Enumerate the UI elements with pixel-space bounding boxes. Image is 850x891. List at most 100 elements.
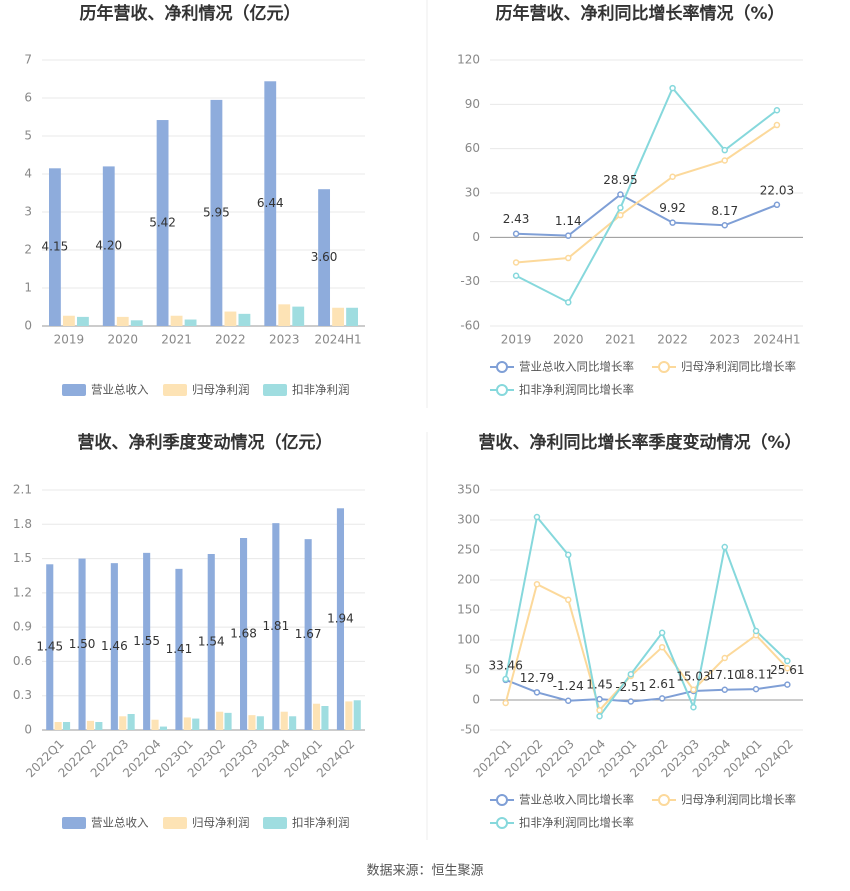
- point: [627, 698, 635, 705]
- point: [502, 675, 509, 683]
- point: [617, 204, 624, 212]
- data-label: 12.79: [520, 671, 554, 685]
- point: [565, 254, 572, 262]
- series-line: [516, 193, 778, 237]
- data-label: 1.45: [586, 678, 613, 692]
- legend-swatch: [658, 794, 670, 806]
- bar: [239, 538, 248, 730]
- bar: [312, 703, 321, 730]
- point: [502, 699, 509, 707]
- point: [533, 513, 541, 521]
- data-label: 1.41: [166, 642, 193, 656]
- point: [721, 686, 728, 693]
- point: [565, 299, 572, 306]
- legend-label: 归母净利润: [192, 816, 250, 830]
- legend-swatch: [62, 817, 86, 829]
- data-label: 1.45: [36, 640, 63, 654]
- x-tick-label: 2022: [657, 333, 688, 347]
- y-tick-label: 1.8: [13, 517, 32, 531]
- legend-swatch: [263, 817, 287, 829]
- legend-label: 归母净利润同比增长率: [681, 793, 796, 807]
- legend-label: 营业总收入同比增长率: [519, 793, 634, 807]
- bar: [272, 523, 280, 730]
- bar: [224, 712, 232, 730]
- bar: [332, 307, 345, 326]
- bar: [54, 722, 62, 730]
- point: [784, 657, 791, 665]
- bar: [119, 716, 127, 730]
- bar: [151, 719, 159, 730]
- bar: [76, 316, 89, 326]
- bar: [62, 722, 71, 730]
- y-tick-label: 200: [457, 573, 480, 587]
- bar: [110, 563, 118, 730]
- bar: [264, 81, 277, 326]
- point: [690, 703, 697, 711]
- series-line: [505, 678, 788, 703]
- chart-title: 历年营收、净利情况（亿元）: [80, 3, 301, 24]
- legend-label: 归母净利润: [192, 383, 250, 397]
- x-tick-label: 2023: [709, 333, 740, 347]
- point: [565, 596, 572, 604]
- data-label: 1.14: [555, 214, 582, 228]
- bar: [116, 316, 129, 326]
- data-label: 1.81: [262, 619, 289, 633]
- data-label: 15.03: [676, 669, 710, 683]
- point: [721, 543, 728, 551]
- chart-title: 营收、净利季度变动情况（亿元）: [78, 432, 333, 453]
- point: [596, 712, 603, 720]
- legend-swatch: [496, 794, 508, 806]
- bar: [321, 706, 329, 730]
- data-label: 18.11: [739, 668, 773, 682]
- data-label: -2.51: [615, 680, 646, 694]
- data-label: 5.42: [149, 216, 176, 230]
- bar: [156, 120, 169, 326]
- point: [565, 232, 572, 239]
- y-tick-label: 3: [24, 205, 32, 219]
- bar: [207, 554, 215, 730]
- bar: [336, 508, 345, 730]
- legend-label: 扣非净利润: [292, 383, 350, 397]
- data-label: 1.67: [295, 627, 322, 641]
- point: [773, 201, 781, 209]
- point: [721, 654, 728, 662]
- data-label: 9.92: [659, 201, 686, 215]
- bar: [102, 166, 115, 326]
- chart-title: 营收、净利同比增长率季度变动情况（%）: [478, 432, 801, 453]
- bar: [183, 717, 191, 730]
- bar: [346, 307, 359, 326]
- legend-swatch: [163, 817, 187, 829]
- bar: [216, 711, 224, 730]
- bar: [130, 320, 143, 326]
- legend-swatch: [263, 384, 287, 396]
- point: [596, 695, 603, 703]
- bar: [248, 715, 256, 730]
- data-label: 22.03: [760, 183, 794, 197]
- bar: [256, 716, 264, 730]
- bar: [289, 716, 297, 730]
- legend-swatch: [496, 817, 508, 829]
- bar: [86, 720, 95, 730]
- legend-label: 营业总收入同比增长率: [519, 360, 634, 374]
- series-line: [515, 124, 778, 264]
- bar: [353, 700, 361, 730]
- y-tick-label: 7: [24, 53, 32, 67]
- y-tick-label: 6: [24, 91, 32, 105]
- point: [669, 173, 676, 180]
- point: [533, 689, 541, 696]
- y-tick-label: 100: [457, 633, 480, 647]
- data-label: 4.15: [42, 240, 69, 254]
- point: [721, 146, 728, 154]
- point: [752, 627, 760, 635]
- series-line: [515, 86, 778, 304]
- data-label: 1.94: [327, 612, 354, 626]
- legend-label: 营业总收入: [91, 816, 149, 830]
- y-tick-label: 120: [457, 53, 480, 67]
- point: [658, 629, 666, 637]
- y-tick-label: 0.3: [13, 688, 32, 702]
- point: [773, 106, 781, 114]
- y-tick-label: 30: [465, 186, 480, 200]
- y-tick-label: 1.5: [13, 551, 32, 565]
- data-label: 4.20: [95, 239, 122, 253]
- data-label: 25.61: [770, 663, 804, 677]
